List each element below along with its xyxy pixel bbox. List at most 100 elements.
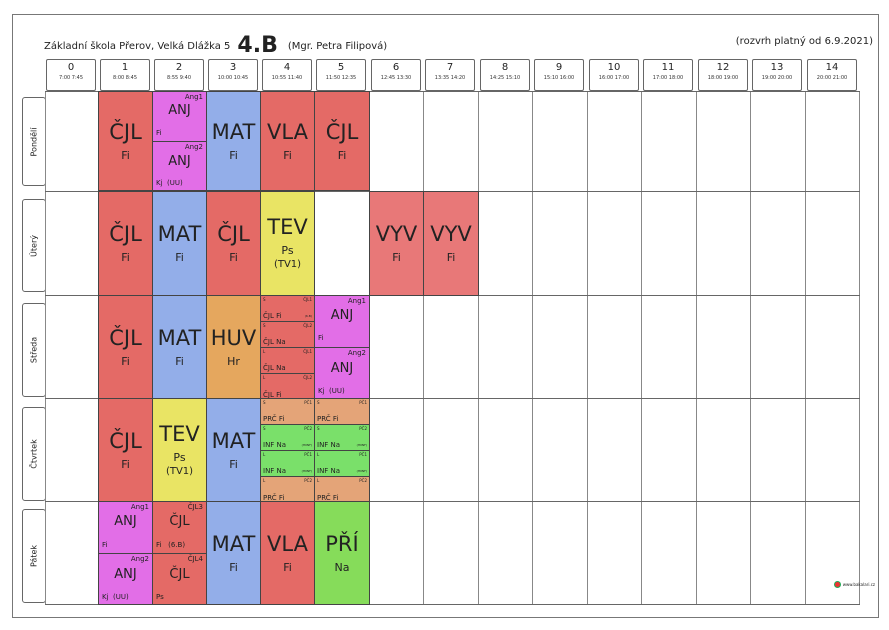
lesson-thu-4[interactable]: S PČ1 PRČ Fi S PČ2 INF Na (HIINF) L PČ1 INF … [260,398,315,502]
split-lesson: S ČJL1 ČJL Fi (6.B) [261,296,314,322]
lesson-teacher: Ps [156,593,164,601]
lesson-subject: ANJ [330,308,354,323]
lesson-fri-3[interactable]: MAT Fi [206,501,261,605]
week-marker: S [263,426,266,431]
period-number: 6 [392,62,400,73]
lesson-wed-3[interactable]: HUV Hr [206,295,261,399]
group-label: Ang2 [130,555,149,563]
lesson-fri-1[interactable]: Ang1 ANJ Fi Ang2 ANJ Kj (UU) [98,501,153,605]
week-marker: S [317,400,320,405]
lesson-text: ČJL Fi [263,312,282,320]
lesson-mon-1[interactable]: ČJL Fi [98,91,153,191]
lesson-teacher: Hr [227,354,240,368]
period-number: 14 [825,62,839,73]
lesson-tue-6[interactable]: VYV Fi [369,191,424,296]
grid-line [696,91,697,605]
lesson-tue-7[interactable]: VYV Fi [423,191,479,296]
lesson-mon-3[interactable]: MAT Fi [206,91,261,191]
lesson-mon-5[interactable]: ČJL Fi [314,91,370,191]
lesson-subject: MAT [211,428,256,453]
day-label-tuesday: Úterý [22,199,46,292]
timetable-header: Základní škola Přerov, Velká Dlážka 5 4.… [44,30,388,58]
lesson-thu-2[interactable]: TEV Ps (TV1) [152,398,207,502]
grid-line [45,91,860,92]
period-time: 16:00 17:00 [598,75,630,81]
lesson-subject: MAT [211,119,256,144]
period-header-0: 0 7:00 7:45 [46,59,96,91]
period-number: 12 [716,62,730,73]
week-marker: S [263,297,266,302]
lesson-teacher: Fi [175,251,184,264]
lesson-subject: ČJL [109,119,142,144]
lesson-room: (HIINF) [301,469,312,473]
lesson-room: (HIINF) [356,443,367,447]
period-number: 5 [337,62,345,73]
group-lesson: Ang1 ANJ Fi [99,502,152,554]
timetable-grid: ČJL Fi Ang1 ANJ Fi Ang2 ANJ Kj (UU) MAT … [45,91,860,605]
period-header-10: 10 16:00 17:00 [589,59,639,91]
split-lesson: S ČJL2 ČJL Na [261,322,314,348]
lesson-teacher: Kj (UU) [318,387,345,395]
class-teacher: (Mgr. Petra Filipová) [287,41,388,52]
lesson-teacher: Fi [229,560,238,574]
lesson-text: PRČ Fi [263,494,285,502]
week-marker: S [263,400,266,405]
lesson-tue-2[interactable]: MAT Fi [152,191,207,296]
lesson-wed-4[interactable]: S ČJL1 ČJL Fi (6.B) S ČJL2 ČJL Na L ČJL1 ČJL… [260,295,315,399]
group-label: PČ1 [304,400,312,405]
lesson-teacher: Fi [121,251,130,264]
split-lesson: L PČ1 INF Na (HIINF) [315,451,369,477]
group-label: ČJL2 [303,375,312,380]
period-time: 17:00 18:00 [652,75,684,81]
period-number: 4 [283,62,291,73]
lesson-room: (HIINF) [301,443,312,447]
lesson-thu-5[interactable]: S PČ1 PRČ Fi S PČ2 INF Na (HIINF) L PČ1 INF … [314,398,370,502]
grid-line [45,91,46,605]
class-name: 4.B [237,33,278,58]
lesson-fri-5[interactable]: PŘÍ Na [314,501,370,605]
lesson-wed-1[interactable]: ČJL Fi [98,295,153,399]
group-lesson: Ang1 ANJ Fi [153,92,206,142]
lesson-teacher: Fi [102,541,108,549]
split-lesson: S PČ1 PRČ Fi [315,399,369,425]
group-lesson: Ang1 ANJ Fi [315,296,369,348]
lesson-tue-4[interactable]: TEV Ps (TV1) [260,191,315,296]
period-time: 10:00 10:45 [217,75,249,81]
group-label: Ang1 [347,297,366,305]
lesson-teacher: Ps [173,450,186,464]
week-marker: L [263,349,266,354]
lesson-tue-3[interactable]: ČJL Fi [206,191,261,296]
day-label-monday: Pondělí [22,97,46,186]
lesson-subject: ČJL [109,428,142,453]
lesson-fri-2[interactable]: ČJL3 ČJL Fi (6.B) ČJL4 ČJL Ps [152,501,207,605]
lesson-mon-2[interactable]: Ang1 ANJ Fi Ang2 ANJ Kj (UU) [152,91,207,191]
week-marker: L [317,478,320,483]
split-lesson: L ČJL2 ČJL Fi [261,374,314,398]
group-lesson: Ang2 ANJ Kj (UU) [153,142,206,190]
lesson-fri-4[interactable]: VLA Fi [260,501,315,605]
lesson-thu-1[interactable]: ČJL Fi [98,398,153,502]
lesson-wed-2[interactable]: MAT Fi [152,295,207,399]
bakalari-logo: www.bakalari.cz [833,581,875,588]
lesson-teacher: Fi [229,251,238,264]
group-lesson: ČJL4 ČJL Ps [153,554,206,604]
period-number: 2 [175,62,183,73]
grid-line [859,91,860,605]
group-label: Ang2 [184,143,203,151]
period-header-14: 14 20:00 21:00 [807,59,857,91]
grid-line [805,91,806,605]
lesson-subject: MAT [157,222,202,246]
period-time: 8:55 9:40 [166,75,192,81]
lesson-subject: VYV [430,222,472,246]
lesson-subject: ANJ [114,567,137,582]
group-label: PČ1 [359,452,367,457]
period-time: 7:00 7:45 [58,75,84,81]
group-lesson: ČJL3 ČJL Fi (6.B) [153,502,206,554]
period-time: 14:25 15:10 [489,75,521,81]
lesson-wed-5[interactable]: Ang1 ANJ Fi Ang2 ANJ Kj (UU) [314,295,370,399]
lesson-thu-3[interactable]: MAT Fi [206,398,261,502]
lesson-tue-1[interactable]: ČJL Fi [98,191,153,296]
grid-line [423,91,424,605]
validity-note: (rozvrh platný od 6.9.2021) [735,36,873,47]
lesson-mon-4[interactable]: VLA Fi [260,91,315,191]
